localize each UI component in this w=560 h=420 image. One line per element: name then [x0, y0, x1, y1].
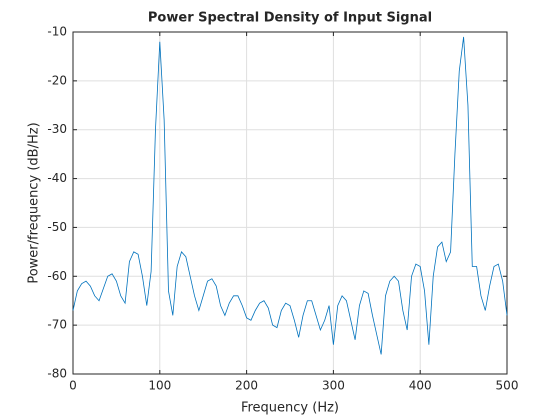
y-tick-label: -60 — [47, 269, 67, 283]
y-axis-label: Power/frequency (dB/Hz) — [27, 122, 42, 283]
line — [72, 36, 508, 355]
y-tick-label: -50 — [47, 220, 67, 234]
axes-box — [72, 31, 508, 375]
y-tick-label: -10 — [47, 25, 67, 39]
y-tick-label: -80 — [47, 367, 67, 381]
y-tick-label: -70 — [47, 318, 67, 332]
x-tick-label: 0 — [69, 379, 77, 393]
x-tick-label: 100 — [148, 379, 171, 393]
x-tick-label: 400 — [409, 379, 432, 393]
x-tick-label: 300 — [322, 379, 345, 393]
y-tick-label: -30 — [47, 122, 67, 136]
x-tick-label: 200 — [235, 379, 258, 393]
chart-title: Power Spectral Density of Input Signal — [148, 11, 432, 26]
y-tick-label: -20 — [47, 73, 67, 87]
x-axis-label: Frequency (Hz) — [241, 401, 339, 416]
x-tick-label: 500 — [496, 379, 519, 393]
y-tick-label: -40 — [47, 171, 67, 185]
